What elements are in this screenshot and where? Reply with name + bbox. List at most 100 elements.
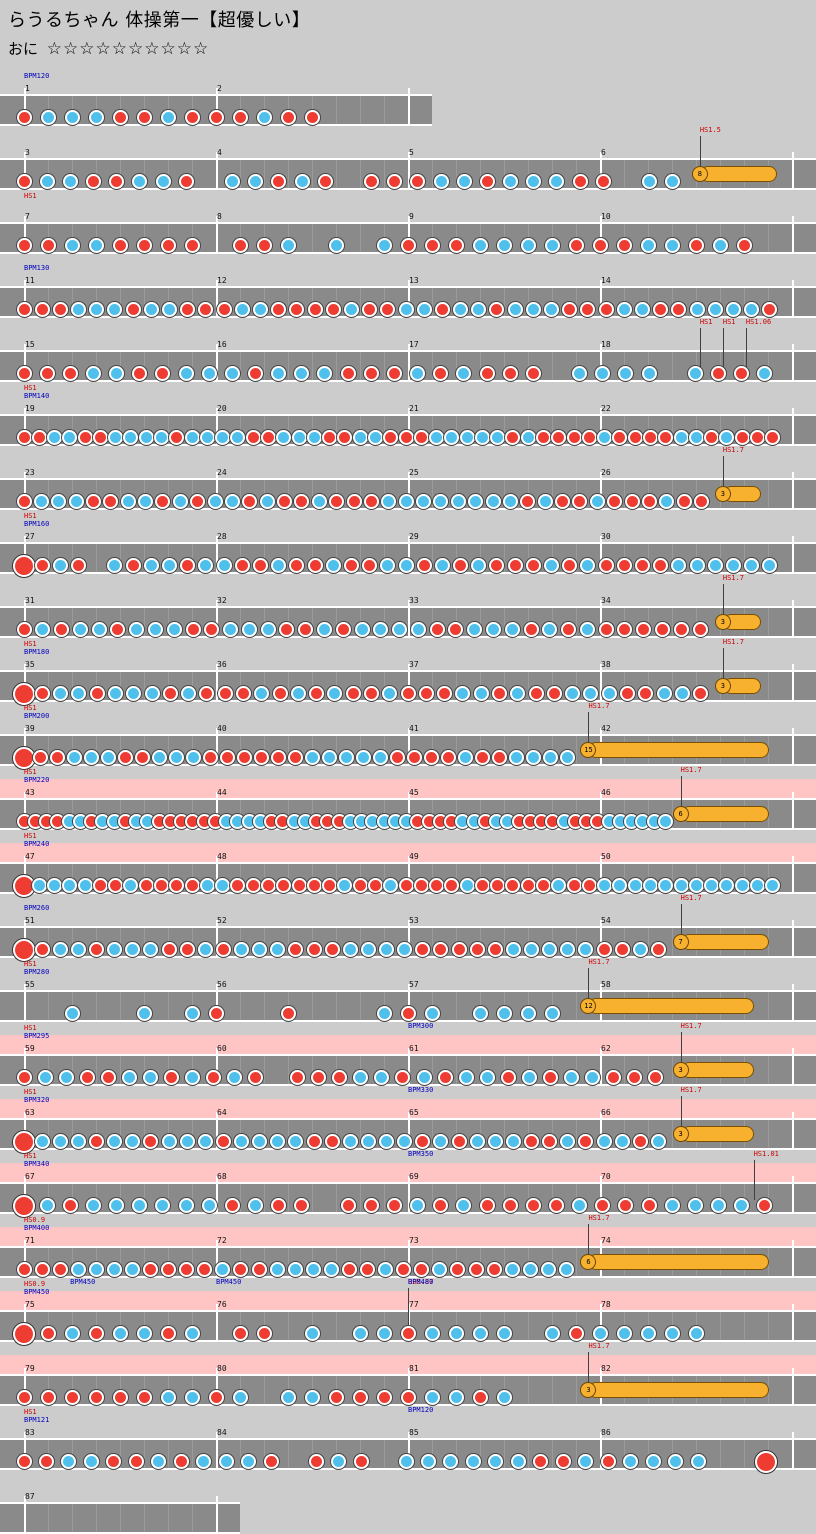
don-note (400, 238, 416, 253)
don-note (322, 430, 338, 445)
beat-grid-line (552, 864, 553, 892)
ka-note (543, 750, 558, 765)
ka-note (260, 622, 276, 637)
marker-flag (680, 1096, 682, 1136)
don-note (16, 1070, 32, 1085)
measure-number: 4 (217, 148, 222, 157)
ka-note (224, 494, 240, 509)
beat-grid-line (72, 1056, 73, 1084)
don-note (242, 494, 258, 509)
ka-note (62, 878, 78, 893)
barline (216, 280, 218, 318)
don-note (112, 110, 128, 125)
beat-grid-line (768, 224, 769, 252)
beat-grid-line (720, 544, 721, 572)
beat-grid-line (144, 928, 145, 956)
ka-note (120, 494, 136, 509)
don-note (551, 430, 567, 445)
beat-grid-line (288, 288, 289, 316)
beat-grid-line (504, 928, 505, 956)
barline-end (792, 600, 794, 638)
barline-end (792, 536, 794, 574)
ka-note (704, 878, 720, 893)
beat-grid-line (504, 1248, 505, 1276)
don-note (340, 1198, 356, 1213)
beat-grid-line (240, 352, 241, 380)
ka-note (106, 1262, 122, 1277)
don-note (561, 622, 577, 637)
ka-note (424, 1390, 440, 1405)
beat-grid-line (672, 672, 673, 700)
beat-grid-line (144, 1440, 145, 1468)
ka-note (241, 1454, 257, 1469)
don-note (353, 1454, 369, 1469)
ka-note (325, 558, 341, 573)
ka-note (259, 494, 275, 509)
ka-note (687, 1198, 703, 1213)
beat-grid-line (72, 608, 73, 636)
beat-grid-line (312, 480, 313, 508)
barline (216, 152, 218, 190)
don-note (434, 302, 450, 317)
ka-note (227, 1070, 243, 1085)
ka-note (749, 878, 765, 893)
measure-number: 25 (409, 468, 419, 477)
ka-note (72, 622, 88, 637)
beat-grid-line (504, 544, 505, 572)
chart-row: 7 8 9 10 HS1 (0, 190, 816, 254)
don-note (387, 174, 403, 189)
ka-note (47, 878, 63, 893)
don-note (607, 494, 623, 509)
beat-grid-line (144, 288, 145, 316)
barline (600, 600, 602, 638)
don-note (429, 622, 445, 637)
beat-grid-line (312, 224, 313, 252)
marker-flag (722, 648, 724, 688)
ka-note (458, 1070, 474, 1085)
don-note (343, 558, 359, 573)
beat-grid-line (288, 1120, 289, 1148)
don-note (34, 1262, 50, 1277)
ka-note (688, 430, 704, 445)
ka-note (294, 366, 310, 381)
don-note (169, 878, 185, 893)
ka-note (658, 878, 674, 893)
ka-note (563, 1070, 579, 1085)
measure-number: 13 (409, 276, 419, 285)
don-note (309, 686, 325, 701)
beat-grid-line (168, 416, 169, 444)
big-don-note (13, 1194, 35, 1217)
beat-grid-line (528, 160, 529, 188)
barline-end (792, 728, 794, 766)
beat-grid-line (528, 352, 529, 380)
ka-note (432, 1262, 448, 1277)
ka-note (181, 686, 197, 701)
don-note (197, 1262, 213, 1277)
barline (24, 408, 26, 446)
ka-note (616, 302, 632, 317)
ka-note (467, 622, 483, 637)
don-note (362, 302, 378, 317)
don-note (135, 750, 151, 765)
hs-marker: HS1 (24, 384, 37, 392)
ka-note (734, 878, 750, 893)
beat-grid-line (384, 416, 385, 444)
don-note (16, 366, 32, 381)
drumroll-bar (680, 934, 769, 950)
beat-grid-line (744, 1312, 745, 1340)
don-note (306, 878, 322, 893)
ka-note (465, 1454, 481, 1469)
drumroll-count: 15 (580, 742, 597, 758)
barline (600, 1432, 602, 1470)
barline (408, 216, 410, 254)
don-note (363, 1198, 379, 1213)
beat-grid-line (48, 736, 49, 764)
don-note (380, 302, 396, 317)
beat-grid-line (624, 160, 625, 188)
ka-note (719, 430, 735, 445)
don-note (50, 750, 66, 765)
beat-grid-line (504, 480, 505, 508)
measure-number: 42 (601, 724, 611, 733)
beat-grid-line (768, 1056, 769, 1084)
ka-note (62, 174, 78, 189)
